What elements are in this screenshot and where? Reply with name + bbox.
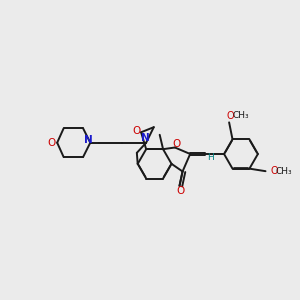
Text: O: O bbox=[270, 166, 278, 176]
Text: O: O bbox=[176, 186, 184, 197]
Text: O: O bbox=[227, 111, 235, 121]
Text: CH₃: CH₃ bbox=[275, 167, 292, 176]
Text: H: H bbox=[208, 153, 214, 162]
Text: CH₃: CH₃ bbox=[232, 111, 249, 120]
Text: O: O bbox=[132, 126, 140, 136]
Text: N: N bbox=[141, 133, 150, 143]
Text: N: N bbox=[84, 135, 92, 145]
Text: O: O bbox=[47, 138, 56, 148]
Text: O: O bbox=[172, 139, 181, 149]
